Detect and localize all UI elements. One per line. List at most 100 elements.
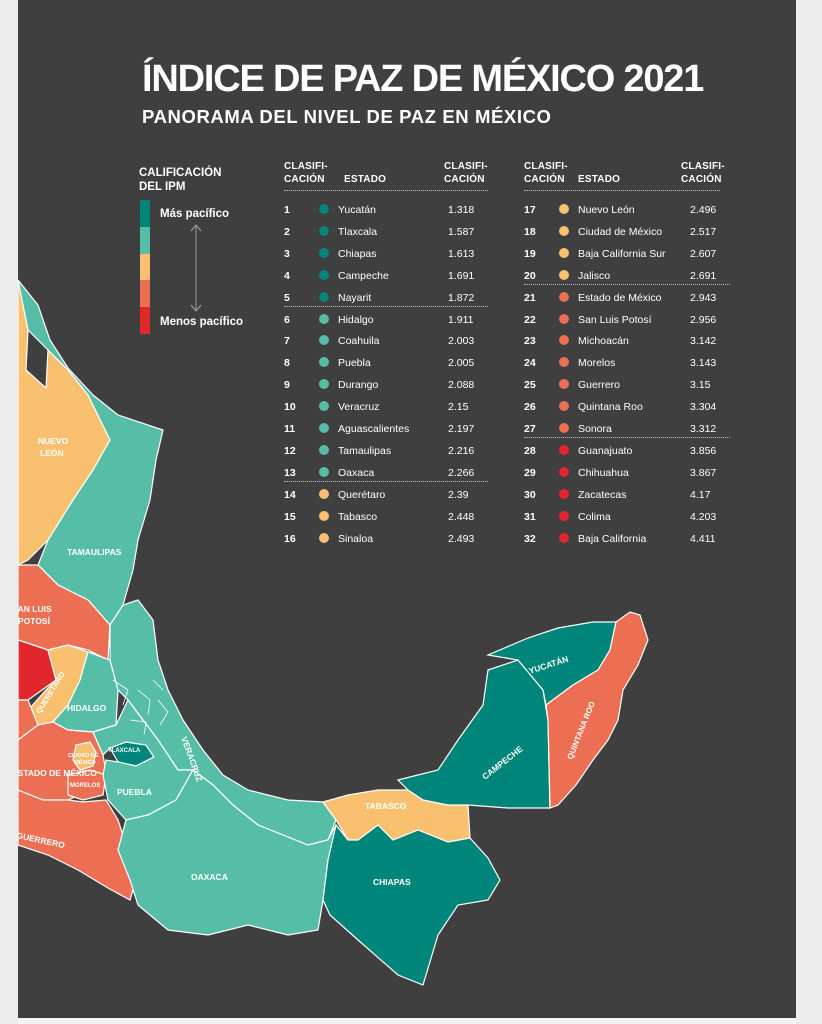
header-rank-left-line2: CACIÓN	[284, 174, 325, 185]
tier-color-dot	[559, 225, 569, 236]
legend-title: CALIFICACIÓN DEL IPM	[139, 166, 221, 194]
page-subtitle: PANORAMA DEL NIVEL DE PAZ EN MÉXICO	[142, 106, 552, 127]
ranking-row: 11 Aguascalientes 2.197	[284, 419, 484, 439]
tier-color-dot	[319, 532, 329, 543]
ranking-position: 9	[284, 379, 290, 392]
header-score-left-line1: CLASIFI-	[444, 161, 488, 172]
header-rank-right-line2: CACIÓN	[524, 174, 565, 185]
map-label-nuevo-leon-2: LEÓN	[40, 447, 64, 458]
ranking-score: 1.587	[448, 225, 475, 238]
ranking-state-name: Sinaloa	[338, 532, 374, 545]
ranking-position: 4	[284, 269, 290, 282]
ranking-position: 29	[524, 466, 536, 479]
header-score-right: CLASIFI- CACIÓN	[681, 160, 725, 186]
page-title: ÍNDICE DE PAZ DE MÉXICO 2021	[142, 58, 704, 100]
header-rank-right: CLASIFI- CACIÓN	[524, 160, 568, 186]
ranking-row: 17 Nuevo León 2.496	[524, 200, 720, 220]
header-score-left: CLASIFI- CACIÓN	[444, 160, 488, 186]
ranking-row: 24 Morelos 3.143	[524, 353, 720, 373]
ranking-state-name: Oaxaca	[338, 466, 375, 479]
map-state-morelos	[67, 769, 107, 801]
ranking-position: 27	[524, 423, 536, 435]
header-rank-left: CLASIFI- CACIÓN	[284, 160, 328, 186]
ranking-score: 2.15	[448, 401, 469, 414]
ranking-row: 19 Baja California Sur 2.607	[524, 244, 720, 264]
map-state-guanajuato	[18, 639, 57, 701]
ranking-position: 17	[524, 204, 536, 216]
tier-color-dot	[319, 510, 329, 521]
tier-color-dot	[559, 291, 569, 302]
legend-color-step	[140, 226, 150, 254]
tier-divider	[524, 283, 730, 285]
ranking-position: 22	[524, 313, 536, 326]
map-label-estado-de-mexico: ESTADO DE MÉXICO	[18, 768, 97, 778]
ranking-row: 23 Michoacán 3.142	[524, 331, 720, 351]
ranking-state-name: Ciudad de México	[578, 225, 663, 238]
tier-color-dot	[559, 247, 569, 258]
legend-double-arrow-icon	[190, 224, 202, 312]
ranking-state-name: Campeche	[338, 269, 389, 282]
ranking-state-name: Guerrero	[578, 379, 621, 392]
ranking-row: 32 Baja California 4.411	[524, 529, 720, 549]
ranking-score: 2.216	[448, 444, 475, 457]
ranking-score: 3.856	[690, 444, 717, 457]
page-bottom-strip	[18, 1018, 796, 1024]
legend-top-label: Más pacífico	[160, 208, 230, 220]
map-state-chiapas	[322, 823, 501, 986]
header-state-right: ESTADO	[578, 174, 621, 185]
ranking-state-name: Chihuahua	[578, 466, 629, 479]
ranking-row: 10 Veracruz 2.15	[284, 397, 484, 417]
ranking-row: 1 Yucatán 1.318	[284, 200, 484, 220]
ranking-position: 21	[524, 291, 536, 304]
tier-color-dot	[319, 488, 329, 499]
map-label-san-luis-1: SAN LUIS	[18, 604, 52, 614]
ranking-position: 23	[524, 335, 536, 348]
ranking-row: 22 San Luis Potosí 2.956	[524, 310, 720, 330]
map-label-tlaxcala: TLAXCALA	[108, 748, 141, 754]
ranking-position: 10	[284, 401, 296, 414]
tier-color-dot	[319, 357, 329, 368]
ranking-state-name: Baja California	[578, 532, 647, 545]
ranking-score: 3.143	[690, 357, 717, 370]
ranking-row: 25 Guerrero 3.15	[524, 375, 720, 395]
ranking-row: 13 Oaxaca 2.266	[284, 463, 484, 483]
ranking-state-name: Nuevo León	[578, 204, 635, 216]
tier-color-dot	[559, 488, 569, 499]
map-label-puebla: PUEBLA	[117, 787, 152, 797]
ranking-position: 28	[524, 444, 536, 457]
ranking-row: 31 Colima 4.203	[524, 507, 720, 527]
map-state-ciudad-de-mexico	[72, 741, 97, 771]
header-divider-left	[284, 190, 488, 191]
infographic-page: NUEVO LEÓN TAMAULIPAS SAN LUIS POTOSÍ QU…	[18, 0, 796, 1018]
legend-color-step	[140, 200, 150, 227]
ranking-score: 2.088	[448, 379, 475, 392]
ranking-score: 2.197	[448, 423, 475, 435]
ranking-score: 3.312	[690, 423, 717, 435]
legend-color-step	[140, 307, 150, 334]
legend-bottom-label: Menos pacífico	[160, 316, 244, 328]
ranking-score: 1.691	[448, 269, 475, 282]
map-label-cdmx-1: CIUDAD DE	[68, 753, 99, 759]
ranking-row: 15 Tabasco 2.448	[284, 507, 484, 527]
ranking-state-name: Sonora	[578, 423, 612, 435]
ranking-row: 8 Puebla 2.005	[284, 353, 484, 373]
ranking-position: 13	[284, 466, 296, 479]
ranking-score: 2.691	[690, 269, 717, 282]
ranking-state-name: Jalisco	[578, 269, 611, 282]
ranking-score: 3.867	[690, 466, 717, 479]
ranking-row: 5 Nayarit 1.872	[284, 288, 484, 308]
ranking-state-name: Querétaro	[338, 488, 386, 501]
ranking-row: 21 Estado de México 2.943	[524, 288, 720, 308]
header-rank-left-line1: CLASIFI-	[284, 161, 328, 172]
ranking-state-name: Baja California Sur	[578, 247, 666, 260]
ranking-position: 1	[284, 204, 290, 216]
tier-color-dot	[559, 313, 569, 324]
ranking-position: 8	[284, 357, 290, 370]
ranking-state-name: Quintana Roo	[578, 401, 643, 414]
legend-color-scale	[140, 200, 150, 334]
tier-color-dot	[559, 401, 569, 412]
ranking-score: 3.304	[690, 401, 717, 414]
ranking-state-name: Puebla	[338, 357, 371, 370]
ranking-state-name: San Luis Potosí	[578, 313, 652, 326]
tier-color-dot	[559, 423, 569, 433]
